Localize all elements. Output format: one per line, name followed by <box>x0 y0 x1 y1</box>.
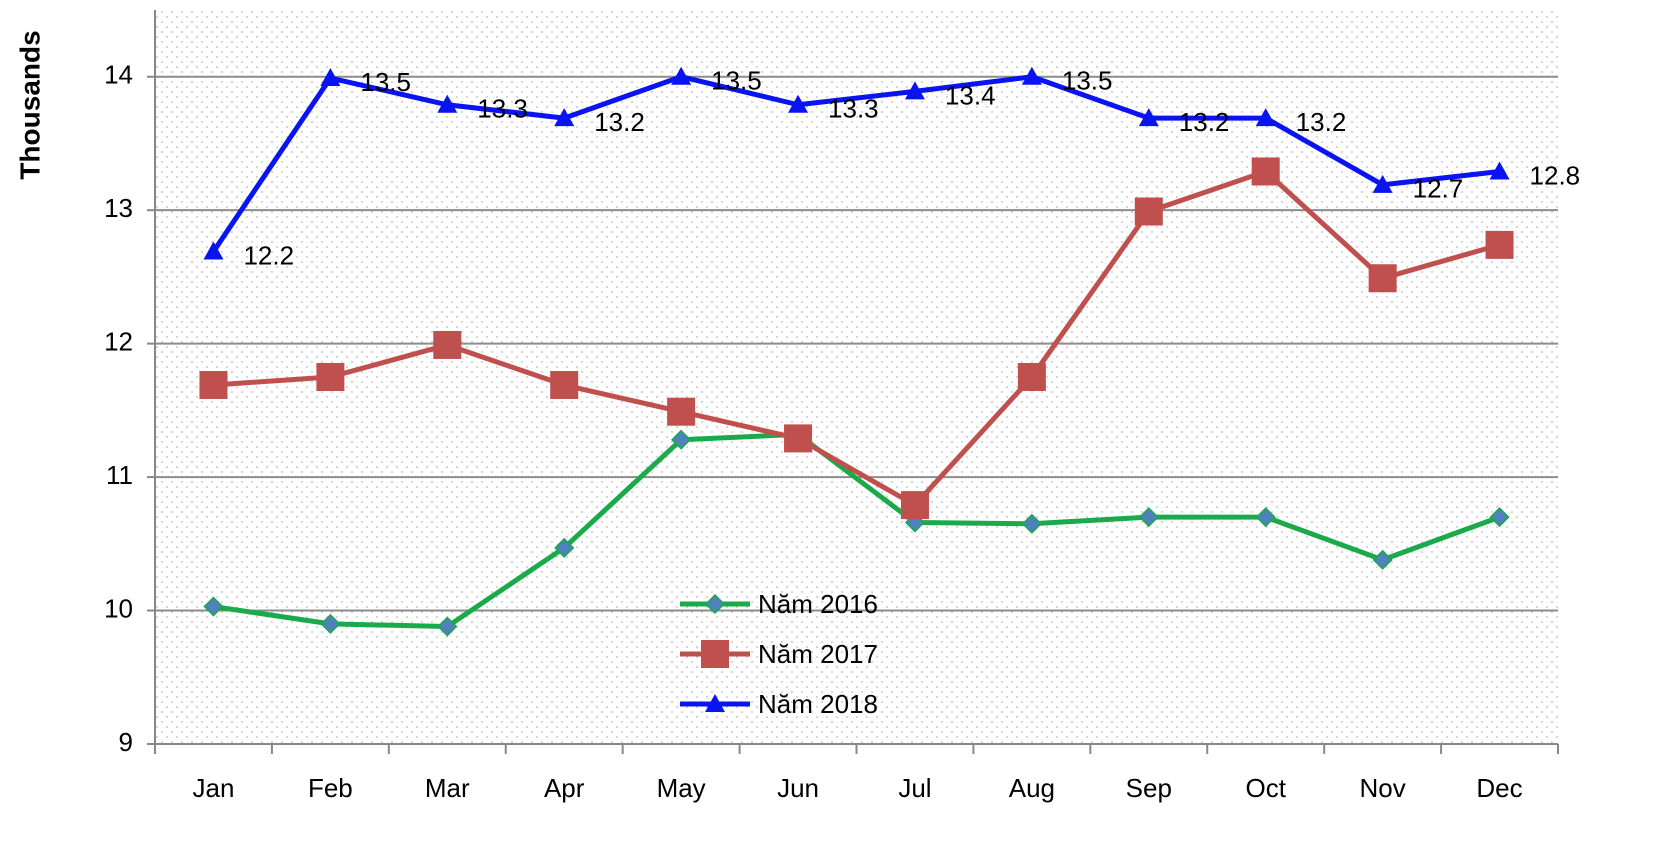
marker <box>320 613 341 634</box>
marker <box>667 397 696 426</box>
marker <box>554 537 575 558</box>
data-annotation: 13.2 <box>1296 107 1347 137</box>
y-axis-label: Thousands <box>14 30 45 179</box>
marker <box>1017 363 1046 391</box>
series-line <box>213 168 1501 508</box>
marker <box>1251 157 1280 186</box>
marker <box>1255 108 1276 127</box>
data-annotation: 12.7 <box>1413 174 1464 204</box>
y-tick-label: 12 <box>104 327 133 357</box>
x-tick-label: Apr <box>544 773 585 803</box>
marker <box>199 371 228 400</box>
legend-label: Năm 2018 <box>758 689 878 719</box>
y-tick-label: 14 <box>104 60 133 90</box>
marker <box>203 596 224 617</box>
series-line <box>211 74 1500 253</box>
x-tick-label: Nov <box>1360 773 1406 803</box>
marker <box>203 241 224 260</box>
y-tick-label: 10 <box>104 593 133 623</box>
marker <box>554 108 575 127</box>
data-annotation: 13.5 <box>1062 66 1113 96</box>
legend-label: Năm 2016 <box>758 589 878 619</box>
series-line <box>213 431 1501 630</box>
x-tick-label: Jun <box>777 773 819 803</box>
marker <box>1489 507 1510 528</box>
y-tick-label: 9 <box>119 727 133 757</box>
y-tick-label: 11 <box>106 460 133 490</box>
legend-marker <box>705 694 725 712</box>
data-annotation: 12.2 <box>243 240 294 270</box>
marker <box>437 616 458 637</box>
data-annotation: 12.8 <box>1530 160 1581 190</box>
data-annotation: 13.5 <box>711 66 762 96</box>
marker <box>1372 174 1393 193</box>
legend-marker <box>704 593 726 615</box>
x-tick-label: May <box>657 773 706 803</box>
x-tick-label: Aug <box>1009 773 1055 803</box>
x-tick-label: Jan <box>192 773 234 803</box>
x-tick-label: Dec <box>1476 773 1522 803</box>
data-annotation: 13.3 <box>828 94 879 124</box>
marker <box>550 371 579 400</box>
marker <box>320 68 341 87</box>
marker <box>784 424 813 453</box>
marker <box>437 94 458 113</box>
marker <box>1021 66 1042 85</box>
marker <box>1021 513 1042 534</box>
marker <box>1489 161 1510 180</box>
marker <box>1138 507 1159 528</box>
marker <box>788 94 809 113</box>
marker <box>1368 264 1397 293</box>
marker <box>316 363 345 391</box>
marker <box>671 66 692 85</box>
data-annotation: 13.4 <box>945 80 996 110</box>
marker <box>1255 507 1276 528</box>
x-tick-label: Jul <box>898 773 931 803</box>
marker <box>900 491 929 520</box>
marker <box>433 330 462 359</box>
data-annotation: 13.3 <box>477 94 528 124</box>
marker <box>1372 549 1393 570</box>
x-tick-label: Mar <box>425 773 470 803</box>
x-tick-label: Feb <box>308 773 353 803</box>
marker <box>1138 108 1159 127</box>
legend-label: Năm 2017 <box>758 639 878 669</box>
marker <box>1485 230 1514 259</box>
plot-area <box>155 10 1558 744</box>
legend-marker <box>701 640 729 668</box>
marker <box>671 429 692 450</box>
y-tick-label: 13 <box>104 193 133 223</box>
x-tick-label: Sep <box>1126 773 1172 803</box>
data-annotation: 13.5 <box>360 67 411 97</box>
x-tick-label: Oct <box>1245 773 1286 803</box>
marker <box>1134 197 1163 226</box>
data-annotation: 13.2 <box>1179 107 1230 137</box>
data-annotation: 13.2 <box>594 107 645 137</box>
marker <box>904 81 925 100</box>
